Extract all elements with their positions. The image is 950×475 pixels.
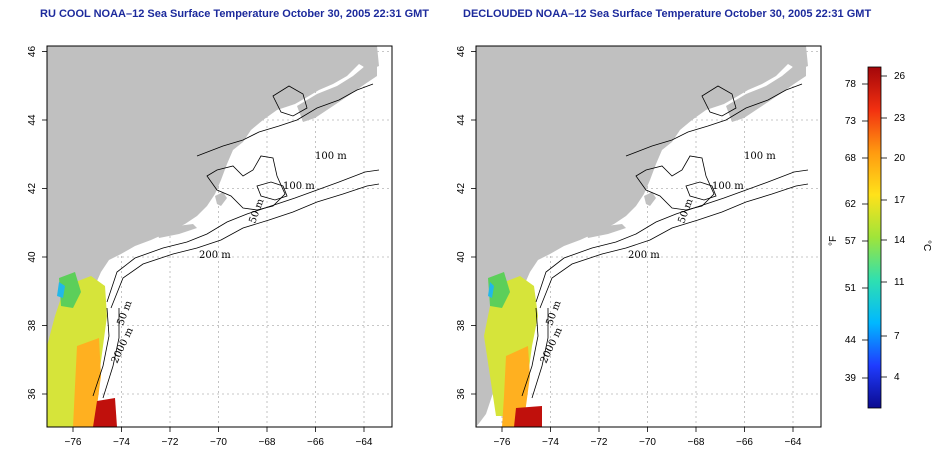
x-tick-label: −72 [162, 437, 179, 448]
x-tick-label: −66 [736, 437, 753, 448]
colorbar-gradient [867, 66, 882, 409]
y-tick-label: 42 [27, 183, 38, 195]
colorbar-c-tick-label: 20 [894, 153, 906, 164]
y-tick-label: 36 [456, 388, 467, 400]
nova-scotia-land [726, 60, 806, 122]
colorbar-f-tick-label: 78 [845, 79, 857, 90]
left-panel-title: RU COOL NOAA–12 Sea Surface Temperature … [40, 8, 430, 20]
x-tick-label: −68 [259, 437, 276, 448]
y-tick-label: 44 [456, 114, 467, 126]
sst-fill-cyan [488, 282, 494, 298]
colorbar-c-tick-label: 14 [894, 235, 906, 246]
sst-fill-red [514, 406, 542, 427]
x-tick-label: −64 [356, 437, 373, 448]
cape-cod-land [215, 192, 227, 206]
sst-fill-red [93, 398, 117, 427]
x-tick-label: −72 [591, 437, 608, 448]
sst-fill-orange [73, 338, 101, 427]
y-tick-label: 36 [27, 388, 38, 400]
colorbar-c-tick-label: 17 [894, 195, 906, 206]
sst-fill-orange [502, 346, 530, 427]
y-tick-label: 40 [27, 251, 38, 263]
land-mass [476, 46, 808, 427]
bathymetry-contours [92, 83, 380, 399]
y-tick-label: 44 [27, 114, 38, 126]
long-island-land [157, 224, 197, 238]
colorbar-f-tick-label: 51 [845, 283, 857, 294]
x-tick-label: −76 [494, 437, 511, 448]
contour-label: 200 m [628, 250, 660, 261]
x-tick-label: −64 [785, 437, 802, 448]
colorbar-c-tick-label: 11 [894, 277, 905, 288]
colorbar-f-tick-label: 39 [845, 373, 857, 384]
colorbar-c-tick-label: 26 [894, 71, 906, 82]
x-tick-label: −66 [307, 437, 324, 448]
y-tick-label: 38 [27, 320, 38, 332]
land-mass [47, 46, 379, 427]
map-frame [475, 45, 822, 428]
y-tick-label: 38 [456, 320, 467, 332]
sst-fill-cyan [57, 282, 65, 298]
x-tick-label: −70 [210, 437, 227, 448]
colorbar-c-tick-label: 7 [894, 331, 900, 342]
sst-fill-green [59, 272, 81, 308]
cape-cod-land [644, 192, 656, 206]
map-frame [46, 45, 393, 428]
contour-label: 100 m [315, 151, 347, 162]
y-tick-label: 42 [456, 183, 467, 195]
y-tick-label: 46 [27, 46, 38, 58]
bathymetry-contours [521, 83, 809, 399]
x-tick-label: −76 [65, 437, 82, 448]
right-panel-title: DECLOUDED NOAA–12 Sea Surface Temperatur… [463, 8, 872, 20]
colorbar-c-tick-label: 23 [894, 113, 906, 124]
fahrenheit-axis-label: °F [828, 236, 839, 246]
x-tick-label: −68 [688, 437, 705, 448]
colorbar-c-tick-label: 4 [894, 372, 900, 383]
celsius-axis-label: °C [921, 240, 932, 251]
contour-label: 100 m [712, 181, 744, 192]
x-tick-label: −74 [542, 437, 559, 448]
x-tick-label: −70 [639, 437, 656, 448]
colorbar-f-tick-label: 62 [845, 199, 857, 210]
colorbar-f-tick-label: 44 [845, 335, 857, 346]
y-tick-label: 40 [456, 251, 467, 263]
long-island-land [586, 224, 626, 238]
colorbar-f-tick-label: 73 [845, 116, 857, 127]
sst-fill-green [488, 272, 510, 308]
colorbar-f-tick-label: 68 [845, 153, 857, 164]
colorbar-f-tick-label: 57 [845, 236, 857, 247]
contour-label: 200 m [199, 250, 231, 261]
contour-label: 100 m [744, 151, 776, 162]
contour-label: 100 m [283, 181, 315, 192]
x-tick-label: −74 [113, 437, 130, 448]
y-tick-label: 46 [456, 46, 467, 58]
nova-scotia-land [297, 60, 377, 122]
